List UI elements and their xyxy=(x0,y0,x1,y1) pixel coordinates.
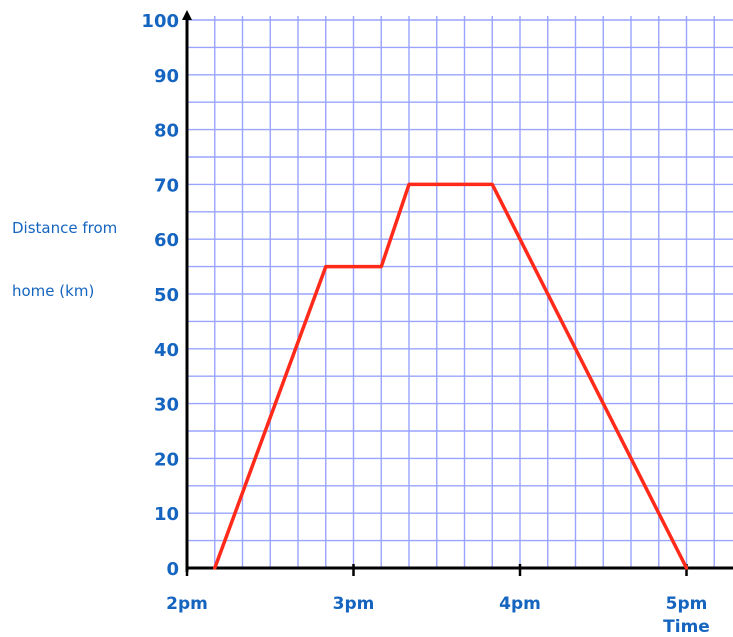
data-point xyxy=(213,566,217,570)
series-line xyxy=(213,182,689,570)
y-axis-label: Distance from home (km) xyxy=(12,176,117,323)
x-tick-label: 5pm xyxy=(666,594,708,614)
y-tick-label: 20 xyxy=(154,449,179,470)
y-axis-label-line-2: home (km) xyxy=(12,282,95,300)
y-tick-label: 90 xyxy=(154,66,179,87)
y-axis-label-line-1: Distance from xyxy=(12,219,118,237)
data-point xyxy=(379,265,383,269)
x-tick-label: 3pm xyxy=(333,594,375,614)
data-point xyxy=(407,182,411,186)
series-layer xyxy=(213,182,689,570)
y-tick-label: 60 xyxy=(154,230,179,251)
y-tick-label: 100 xyxy=(141,11,179,32)
x-tick-label: 4pm xyxy=(499,594,541,614)
axes xyxy=(182,10,733,572)
data-point xyxy=(324,265,328,269)
tick-labels: 2pm 3pm 4pm 5pm 0 10 20 30 40 50 60 70 80 90 100 xyxy=(141,11,707,614)
data-point xyxy=(685,566,688,570)
x-tick-label: 2pm xyxy=(166,594,208,614)
y-tick-label: 40 xyxy=(154,340,179,361)
y-tick-label: 30 xyxy=(154,395,179,416)
y-tick-label: 80 xyxy=(154,121,179,142)
y-tick-label: 0 xyxy=(166,559,179,580)
y-tick-label: 70 xyxy=(154,175,179,196)
y-axis-arrow xyxy=(182,10,192,20)
y-tick-label: 50 xyxy=(154,285,179,306)
y-tick-label: 10 xyxy=(154,504,179,525)
data-point xyxy=(490,182,494,186)
x-axis-label: Time xyxy=(663,617,710,637)
grid-lines xyxy=(187,16,733,568)
